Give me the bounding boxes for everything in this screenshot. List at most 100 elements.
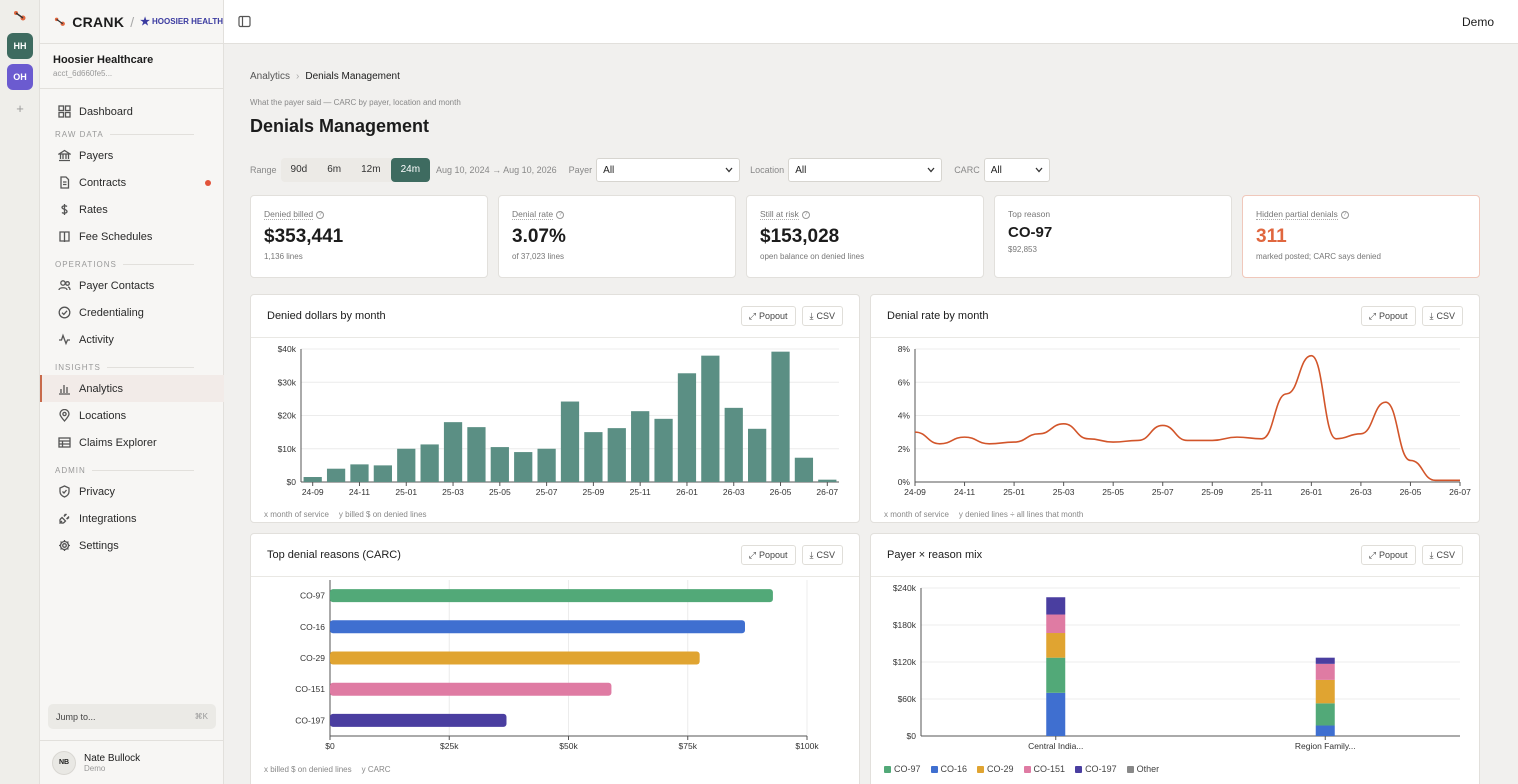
- x-tick-label: 25-05: [489, 487, 511, 497]
- gear-icon: [59, 540, 70, 551]
- y-tick-label: 2%: [898, 444, 911, 454]
- nav-payer-contacts[interactable]: Payer Contacts: [40, 272, 224, 299]
- legend-item[interactable]: CO-97: [884, 764, 921, 774]
- x-tick-label: Central India...: [1028, 741, 1083, 751]
- location-select[interactable]: All: [788, 158, 943, 182]
- popout-button[interactable]: ⤢ Popout: [1360, 545, 1416, 565]
- legend-item[interactable]: CO-16: [930, 764, 967, 774]
- kpi-value: 311: [1256, 226, 1287, 247]
- y-tick-label: $180k: [893, 620, 917, 630]
- nav-settings[interactable]: Settings: [40, 532, 224, 559]
- nav-payers[interactable]: Payers: [40, 142, 224, 169]
- grid-icon: [58, 105, 71, 118]
- popout-button[interactable]: ⤢ Popout: [740, 545, 796, 565]
- x-tick-label: 26-07: [1449, 487, 1471, 497]
- popout-button[interactable]: ⤢ Popout: [1360, 306, 1416, 326]
- legend-label: Other: [1136, 764, 1160, 774]
- activity-icon: [59, 333, 70, 346]
- range-option-6m[interactable]: 6m: [327, 164, 342, 175]
- csv-button[interactable]: ⤓ CSV: [1421, 306, 1463, 326]
- kpi-top-reason: Top reason CO-97 $92,853: [994, 195, 1232, 278]
- info-icon[interactable]: ?: [556, 210, 565, 219]
- brand-separator: /: [130, 13, 135, 30]
- nav-contracts[interactable]: Contracts: [40, 169, 224, 196]
- carc-value: All: [990, 164, 1002, 176]
- chevron-down-icon: [725, 167, 733, 173]
- kpi-sub: open balance on denied lines: [760, 252, 865, 261]
- add-workspace-button[interactable]: +: [16, 101, 24, 116]
- info-icon[interactable]: ?: [801, 210, 810, 219]
- range-option-24m[interactable]: 24m: [390, 158, 431, 182]
- bar: [584, 432, 603, 482]
- account-switcher[interactable]: Hoosier Healthcare acct_6d660fe5...: [40, 44, 223, 89]
- chart-card-denied-dollars: Denied dollars by month ⤢ Popout ⤓ CSV $0 $1…: [250, 294, 860, 523]
- legend-item[interactable]: Other: [1126, 764, 1160, 774]
- nav-claims-explorer[interactable]: Claims Explorer: [40, 429, 224, 456]
- filter-bar: Range 90d 6m 12m 24m Aug 10, 2024 → Aug …: [250, 158, 1050, 182]
- stacked-segment: [1046, 633, 1066, 658]
- y-tick-label: $0: [907, 731, 917, 741]
- range-option-90d[interactable]: 90d: [290, 164, 308, 175]
- info-icon[interactable]: ?: [1340, 210, 1349, 219]
- csv-button[interactable]: ⤓ CSV: [801, 306, 843, 326]
- x-tick-label: 25-07: [536, 487, 558, 497]
- x-tick-label: 26-05: [770, 487, 792, 497]
- notification-dot: [205, 179, 211, 186]
- nav-label: Fee Schedules: [79, 230, 153, 243]
- expand-icon: ⤢: [748, 310, 756, 321]
- csv-button[interactable]: ⤓ CSV: [1421, 545, 1463, 565]
- table-icon: [58, 437, 71, 448]
- legend-item[interactable]: CO-29: [977, 764, 1014, 774]
- nav-credentialing[interactable]: Credentialing: [40, 299, 224, 326]
- crank-brand-icon: [54, 17, 65, 26]
- breadcrumb-parent[interactable]: Analytics: [250, 71, 291, 82]
- csv-button[interactable]: ⤓ CSV: [801, 545, 843, 565]
- stacked-segment: [1046, 657, 1066, 693]
- legend-label: CO-197: [1085, 764, 1117, 774]
- download-icon: ⤓: [809, 310, 814, 321]
- kpi-value: $153,028: [760, 226, 840, 247]
- card-title: Top denial reasons (CARC): [267, 549, 401, 561]
- payer-select[interactable]: All: [596, 158, 741, 182]
- y-tick-label: 8%: [898, 344, 911, 354]
- workspace-hh[interactable]: HH: [7, 33, 33, 59]
- jump-to-search[interactable]: Jump to... ⌘K: [48, 704, 216, 729]
- popout-button[interactable]: ⤢ Popout: [740, 306, 796, 326]
- nav-locations[interactable]: Locations: [40, 402, 224, 429]
- nav-fee-schedules[interactable]: Fee Schedules: [40, 223, 224, 250]
- legend-item[interactable]: CO-197: [1075, 764, 1117, 774]
- nav-privacy[interactable]: Privacy: [40, 478, 224, 505]
- kpi-still-at-risk: Still at risk? $153,028 open balance on …: [746, 195, 984, 278]
- kpi-denied-billed: Denied billed? $353,441 1,136 lines: [250, 195, 488, 278]
- page-title: Denials Management: [250, 116, 430, 136]
- expand-icon: ⤢: [1368, 310, 1376, 321]
- btn-label: CSV: [1436, 311, 1455, 321]
- bar: [654, 418, 673, 482]
- denied-dollars-bar-chart: $0 $10k $20k $30k $40k 24-09 24-11 25-01 25-03 25…: [278, 344, 839, 497]
- nav-dashboard[interactable]: Dashboard: [40, 98, 224, 125]
- bar: [771, 351, 790, 482]
- y-tick-label: $10k: [278, 444, 297, 454]
- check-circle-icon: [58, 306, 71, 319]
- map-pin-icon: [59, 409, 70, 422]
- kpi-label: Hidden partial denials: [1256, 209, 1338, 220]
- nav-activity[interactable]: Activity: [40, 326, 224, 353]
- nav-integrations[interactable]: Integrations: [40, 505, 224, 532]
- sidebar-toggle-icon[interactable]: [238, 15, 251, 28]
- nav: Dashboard RAW DATA Payers Contracts Rate…: [40, 98, 224, 559]
- nav-rates[interactable]: Rates: [40, 196, 224, 223]
- card-title: Denied dollars by month: [267, 310, 386, 322]
- nav-label: Credentialing: [79, 306, 144, 319]
- nav-analytics[interactable]: Analytics: [40, 375, 224, 402]
- legend-item[interactable]: CO-151: [1023, 764, 1065, 774]
- user-menu[interactable]: NB Nate Bullock Demo: [40, 740, 224, 784]
- range-option-12m[interactable]: 12m: [361, 164, 381, 175]
- bar: [330, 651, 700, 665]
- workspace-oh[interactable]: OH: [7, 64, 33, 90]
- tenant-name[interactable]: ★ HOOSIER HEALTH: [140, 15, 223, 28]
- demo-label[interactable]: Demo: [1461, 15, 1494, 29]
- carc-select[interactable]: All: [983, 158, 1050, 182]
- info-icon[interactable]: ?: [316, 210, 325, 219]
- stacked-segment: [1046, 692, 1066, 736]
- account-id: acct_6d660fe5...: [53, 69, 113, 78]
